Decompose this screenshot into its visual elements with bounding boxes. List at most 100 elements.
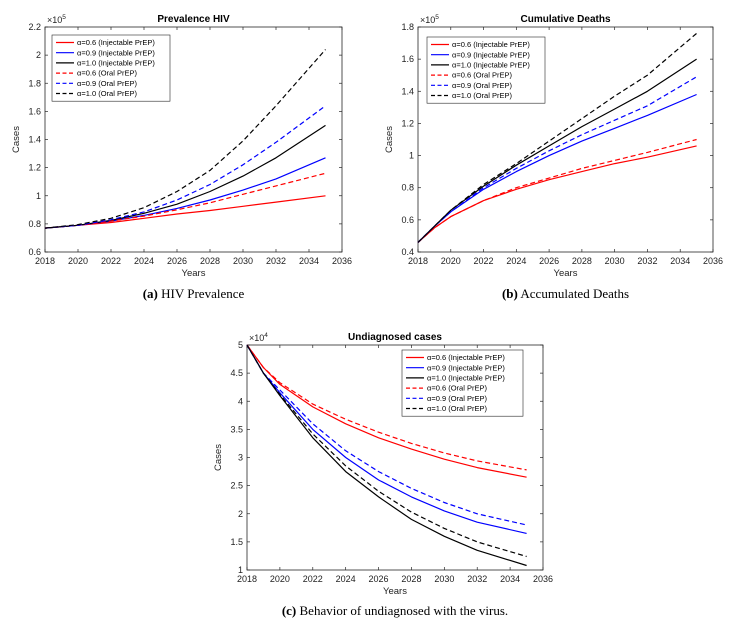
x-tick-label: 2018 bbox=[35, 256, 55, 266]
x-axis-label: Years bbox=[383, 586, 407, 597]
legend-box bbox=[51, 34, 171, 102]
y-tick-label: 0.8 bbox=[28, 219, 41, 229]
series-line-2 bbox=[417, 93, 697, 243]
caption-text: HIV Prevalence bbox=[161, 286, 244, 301]
legend-box bbox=[401, 349, 524, 417]
legend-label: α=0.6 (Oral PrEP) bbox=[427, 384, 487, 393]
y-axis-label: Cases bbox=[11, 126, 22, 153]
legend-label: α=0.9 (Injectable PrEP) bbox=[452, 50, 530, 59]
y-tick-label: 2.2 bbox=[28, 22, 41, 32]
exponent-power: 4 bbox=[264, 332, 268, 339]
series-line-1 bbox=[246, 344, 527, 478]
legend-label: α=0.6 (Injectable PrEP) bbox=[77, 38, 155, 47]
x-tick-label: 2018 bbox=[237, 574, 257, 584]
x-tick-label: 2030 bbox=[434, 574, 454, 584]
axis-exponent: ×104 bbox=[249, 332, 268, 343]
y-tick-label: 2 bbox=[238, 509, 243, 519]
y-tick-label: 4.5 bbox=[230, 368, 243, 378]
series-line-4 bbox=[417, 138, 697, 243]
y-tick-label: 0.4 bbox=[401, 247, 414, 257]
x-tick-label: 2026 bbox=[369, 574, 389, 584]
y-tick-label: 1 bbox=[238, 565, 243, 575]
legend-label: α=1.0 (Oral PrEP) bbox=[77, 89, 137, 98]
legend-label: α=0.9 (Oral PrEP) bbox=[77, 79, 137, 88]
y-tick-label: 1.6 bbox=[28, 106, 41, 116]
legend-label: α=0.6 (Oral PrEP) bbox=[452, 71, 512, 80]
caption-text: Accumulated Deaths bbox=[520, 286, 629, 301]
caption-label: (a) bbox=[143, 286, 158, 301]
x-tick-label: 2026 bbox=[539, 256, 559, 266]
figure-caption: (c) Behavior of undiagnosed with the vir… bbox=[282, 603, 508, 618]
x-tick-label: 2036 bbox=[533, 574, 553, 584]
x-tick-label: 2028 bbox=[200, 256, 220, 266]
y-tick-label: 0.6 bbox=[28, 247, 41, 257]
x-tick-label: 2036 bbox=[332, 256, 352, 266]
y-tick-label: 1.2 bbox=[401, 118, 414, 128]
figure-caption: (b) Accumulated Deaths bbox=[502, 286, 629, 301]
legend-label: α=0.6 (Injectable PrEP) bbox=[452, 40, 530, 49]
chart-2: 2018 2020 2022 2024 2026 2028 2030 2032 2034 2036… bbox=[384, 14, 723, 301]
y-axis-label: Cases bbox=[213, 444, 224, 471]
x-axis-label: Years bbox=[554, 268, 578, 279]
y-tick-label: 1.2 bbox=[28, 163, 41, 173]
x-tick-label: 2024 bbox=[134, 256, 154, 266]
x-tick-label: 2032 bbox=[637, 256, 657, 266]
y-tick-label: 0.8 bbox=[401, 183, 414, 193]
legend-label: α=1.0 (Oral PrEP) bbox=[427, 404, 487, 413]
x-tick-label: 2020 bbox=[270, 574, 290, 584]
x-tick-label: 2022 bbox=[303, 574, 323, 584]
exponent-base: ×10 bbox=[420, 15, 435, 25]
axis-exponent: ×105 bbox=[47, 14, 66, 25]
x-tick-label: 2020 bbox=[68, 256, 88, 266]
legend-label: α=0.9 (Oral PrEP) bbox=[452, 81, 512, 90]
x-tick-label: 2026 bbox=[167, 256, 187, 266]
y-tick-label: 1.6 bbox=[401, 54, 414, 64]
chart-title: Prevalence HIV bbox=[157, 14, 230, 25]
y-tick-label: 4 bbox=[238, 396, 243, 406]
exponent-power: 5 bbox=[435, 14, 439, 21]
series-line-1 bbox=[417, 145, 697, 243]
series-line-2 bbox=[44, 157, 326, 229]
series-line-6 bbox=[44, 49, 326, 229]
x-tick-label: 2034 bbox=[670, 256, 690, 266]
legend-label: α=0.9 (Injectable PrEP) bbox=[77, 48, 155, 57]
x-axis-label: Years bbox=[182, 268, 206, 279]
series-line-2 bbox=[246, 344, 527, 534]
legend-label: α=1.0 (Injectable PrEP) bbox=[452, 61, 530, 70]
y-tick-label: 1.4 bbox=[401, 86, 414, 96]
series-line-3 bbox=[246, 344, 527, 567]
x-tick-label: 2032 bbox=[266, 256, 286, 266]
y-tick-label: 1 bbox=[36, 191, 41, 201]
y-tick-label: 0.6 bbox=[401, 215, 414, 225]
legend-label: α=0.9 (Oral PrEP) bbox=[427, 394, 487, 403]
series-line-5 bbox=[246, 344, 527, 526]
x-tick-label: 2036 bbox=[703, 256, 723, 266]
chart-title: Undiagnosed cases bbox=[348, 332, 442, 343]
y-tick-label: 2 bbox=[36, 50, 41, 60]
caption-label: (b) bbox=[502, 286, 518, 301]
legend-label: α=0.9 (Injectable PrEP) bbox=[427, 363, 505, 372]
exponent-base: ×10 bbox=[47, 15, 62, 25]
chart-1: 2018 2020 2022 2024 2026 2028 2030 2032 2034 2036… bbox=[11, 14, 352, 301]
x-tick-label: 2030 bbox=[605, 256, 625, 266]
y-tick-label: 1.8 bbox=[401, 22, 414, 32]
y-tick-label: 2.5 bbox=[230, 481, 243, 491]
exponent-power: 5 bbox=[62, 14, 66, 21]
series-line-6 bbox=[417, 32, 697, 243]
series-line-6 bbox=[246, 344, 527, 558]
x-tick-label: 2028 bbox=[401, 574, 421, 584]
figure-caption: (a) HIV Prevalence bbox=[143, 286, 245, 301]
x-tick-label: 2032 bbox=[467, 574, 487, 584]
chart-title: Cumulative Deaths bbox=[520, 14, 610, 25]
y-tick-label: 1.8 bbox=[28, 78, 41, 88]
x-tick-label: 2022 bbox=[474, 256, 494, 266]
exponent-base: ×10 bbox=[249, 333, 264, 343]
axis-exponent: ×105 bbox=[420, 14, 439, 25]
y-axis-label: Cases bbox=[384, 126, 395, 153]
x-tick-label: 2028 bbox=[572, 256, 592, 266]
legend-label: α=0.6 (Oral PrEP) bbox=[77, 69, 137, 78]
series-line-5 bbox=[44, 105, 326, 229]
legend-label: α=1.0 (Injectable PrEP) bbox=[77, 59, 155, 68]
y-tick-label: 1 bbox=[409, 151, 414, 161]
